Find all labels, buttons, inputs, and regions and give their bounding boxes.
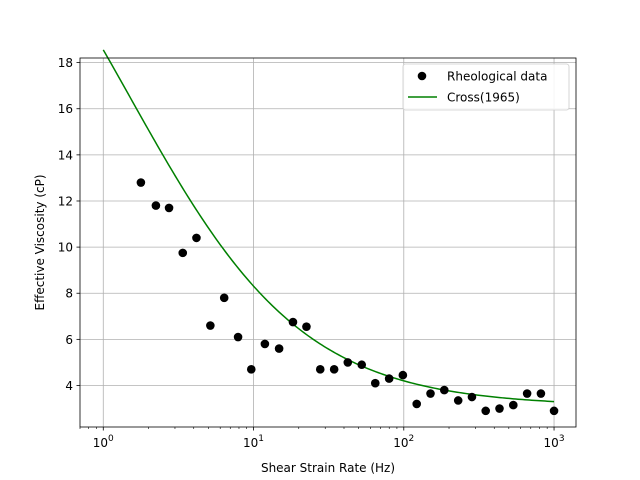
data-point bbox=[302, 322, 311, 331]
x-tick-label: 100 bbox=[93, 434, 114, 450]
data-point bbox=[439, 385, 449, 395]
data-point bbox=[219, 293, 229, 303]
data-point bbox=[274, 344, 284, 353]
data-point bbox=[206, 321, 215, 330]
data-point bbox=[233, 332, 243, 342]
data-point bbox=[192, 233, 201, 243]
data-point bbox=[453, 396, 463, 405]
data-point bbox=[260, 339, 270, 349]
data-point bbox=[522, 389, 532, 398]
data-point bbox=[384, 374, 394, 383]
legend-label-data: Rheological data bbox=[447, 70, 547, 84]
rheological-data-series bbox=[136, 178, 559, 416]
data-point bbox=[315, 365, 325, 374]
legend: Rheological data Cross(1965) bbox=[402, 63, 570, 111]
y-tick-label: 10 bbox=[58, 241, 73, 255]
data-point bbox=[481, 406, 491, 416]
y-tick-label: 8 bbox=[65, 287, 73, 301]
x-tick-label-exponent: 2 bbox=[409, 434, 415, 444]
data-point bbox=[288, 317, 298, 327]
data-point bbox=[467, 392, 477, 402]
data-point bbox=[370, 378, 380, 388]
x-tick-label-exponent: 1 bbox=[258, 434, 264, 444]
data-point bbox=[412, 399, 422, 409]
data-point bbox=[426, 389, 435, 398]
data-point bbox=[164, 203, 174, 213]
y-tick-label: 6 bbox=[65, 333, 73, 347]
data-point bbox=[536, 389, 546, 398]
y-axis-label: Effective Viscosity (cP) bbox=[33, 174, 47, 310]
y-tick-label: 16 bbox=[58, 102, 73, 116]
x-tick-label-base: 10 bbox=[393, 436, 408, 450]
cross-series bbox=[102, 49, 555, 403]
y-tick-label: 18 bbox=[58, 56, 73, 70]
data-point bbox=[398, 370, 408, 380]
data-point bbox=[495, 404, 504, 413]
x-tick-label: 102 bbox=[393, 434, 414, 450]
data-point bbox=[178, 248, 188, 258]
x-axis: 100 101 102 103 bbox=[79, 427, 565, 450]
y-tick-label: 12 bbox=[58, 194, 73, 208]
data-point bbox=[509, 400, 518, 410]
y-tick-label: 14 bbox=[58, 148, 73, 162]
x-tick-label-base: 10 bbox=[93, 436, 108, 450]
x-tick-label-exponent: 3 bbox=[559, 434, 565, 444]
y-axis: 4 6 8 10 12 14 16 18 bbox=[58, 56, 80, 393]
x-tick-label: 103 bbox=[544, 434, 565, 450]
data-point bbox=[357, 360, 367, 370]
x-axis-label: Shear Strain Rate (Hz) bbox=[261, 461, 395, 475]
data-point bbox=[343, 358, 353, 367]
legend-label-cross: Cross(1965) bbox=[447, 91, 520, 105]
x-tick-label-exponent: 0 bbox=[108, 434, 114, 444]
x-tick-label-base: 10 bbox=[544, 436, 559, 450]
data-point bbox=[549, 406, 559, 416]
x-tick-label-base: 10 bbox=[243, 436, 258, 450]
plot-frame bbox=[79, 57, 577, 428]
x-tick-label: 101 bbox=[243, 434, 264, 450]
y-tick-label: 4 bbox=[65, 379, 73, 393]
data-point bbox=[246, 365, 256, 374]
data-point bbox=[151, 201, 161, 210]
data-point bbox=[329, 365, 339, 374]
data-point bbox=[136, 178, 146, 187]
legend-marker-data bbox=[417, 71, 427, 81]
legend-box bbox=[402, 63, 570, 111]
cross-model-line bbox=[102, 49, 555, 403]
